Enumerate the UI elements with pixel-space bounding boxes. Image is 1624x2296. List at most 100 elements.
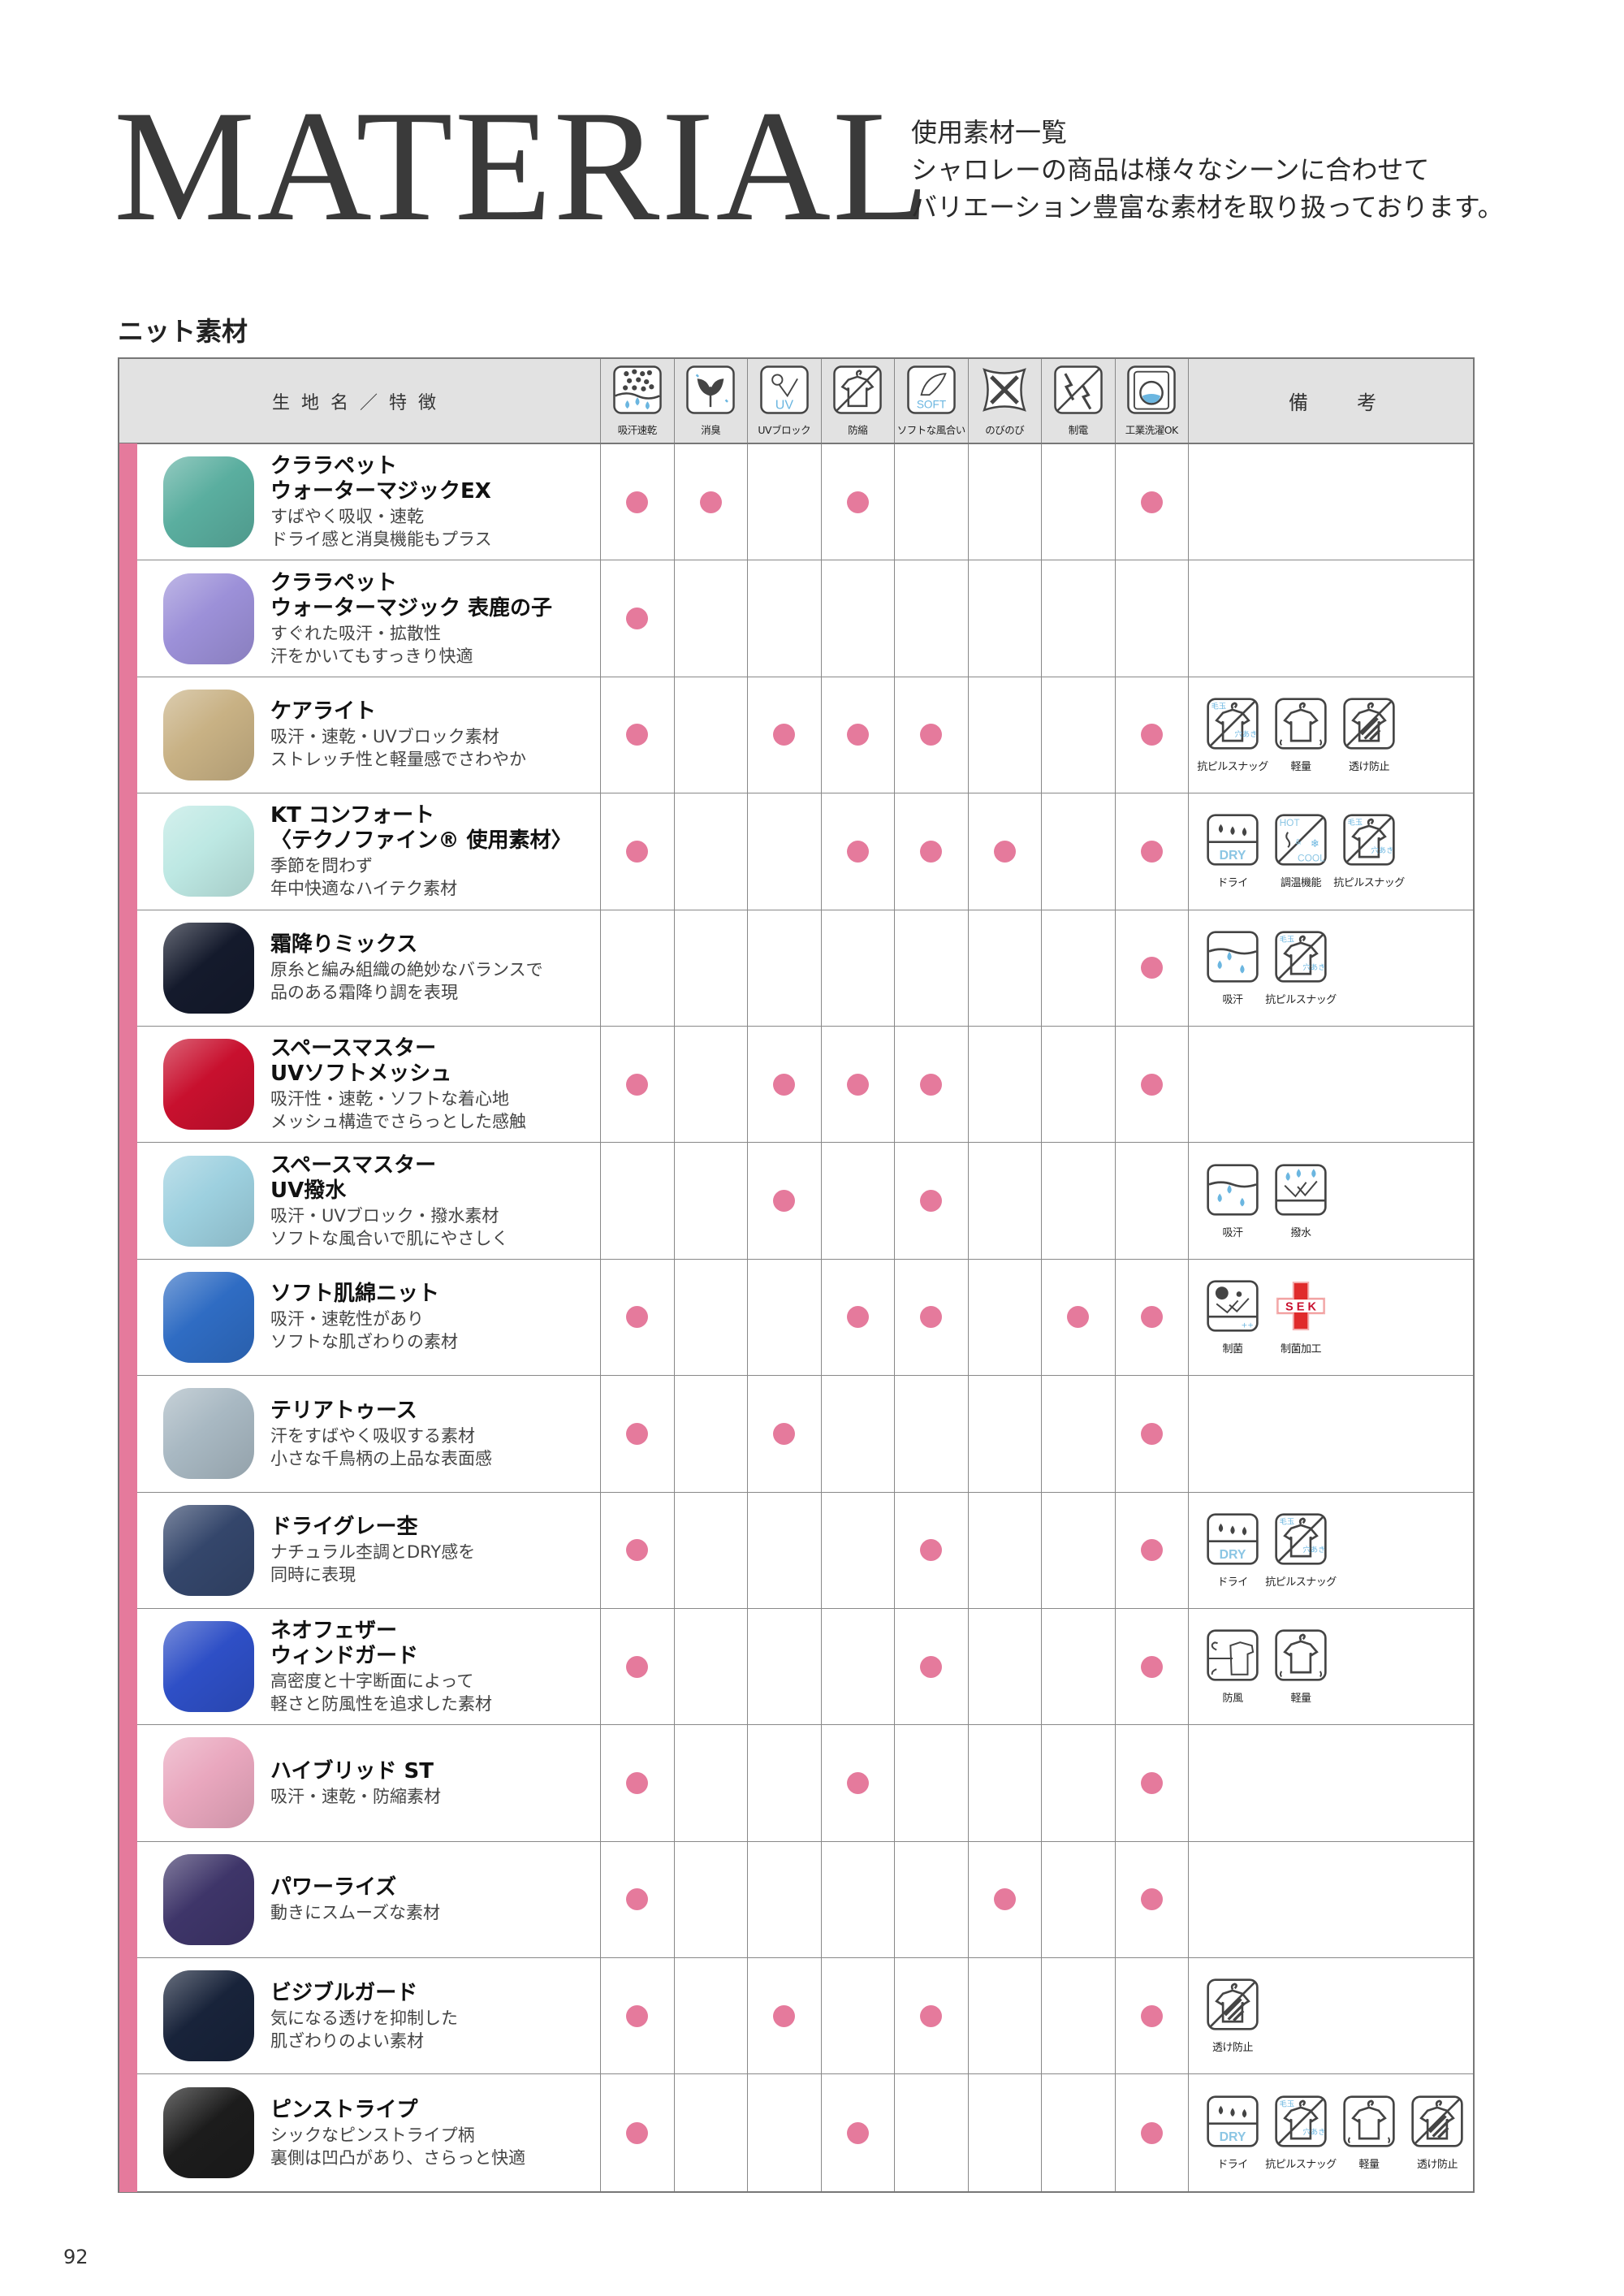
lightweight-icon: [1274, 697, 1328, 754]
header-feature-industrial-wash: 工業洗濯OK: [1116, 359, 1189, 443]
material-text: 霜降りミックス 原糸と編み組織の絶妙なバランスで 品のある霜降り調を表現: [270, 932, 543, 1003]
material-name-cell: パワーライズ 動きにスムーズな素材: [119, 1840, 601, 1959]
header-name: 生地名／特徴: [271, 392, 447, 413]
feature-dot: [920, 724, 943, 746]
feature-dot: [920, 1655, 943, 1678]
feature-dot: [626, 1771, 649, 1794]
feature-cell-shrink-proof: [822, 1143, 895, 1259]
remarks-cell: 吸汗 撥水: [1189, 1143, 1476, 1258]
material-text: ソフト肌綿ニット 吸汗・速乾性があり ソフトな肌ざわりの素材: [270, 1282, 458, 1352]
feature-cell-industrial-wash: [1116, 793, 1189, 910]
feature-dot: [920, 1073, 943, 1096]
material-name: テリアトゥース: [270, 1398, 417, 1423]
feature-cell-deodorant: [675, 1608, 748, 1725]
feature-dot: [626, 1073, 649, 1096]
feature-cell-shrink-proof: [822, 560, 895, 677]
feature-cell-antistatic: [1042, 1492, 1116, 1608]
dry-icon: DRY: [1206, 1512, 1259, 1569]
accent-bar: [119, 443, 137, 561]
svg-text:HOT: HOT: [1280, 817, 1300, 828]
svg-text:毛玉: 毛玉: [1348, 818, 1363, 828]
see-through-proof-icon: [1342, 697, 1396, 754]
feature-cell-antistatic: [1042, 1259, 1116, 1376]
feature-cell-stretch: [969, 1725, 1042, 1841]
remark-badge: 防風: [1205, 1628, 1260, 1705]
feature-cell-shrink-proof: [822, 1841, 895, 1958]
header-feature-soft: SOFT ソフトな風合い: [895, 359, 969, 443]
material-description: ソフトな肌ざわりの素材: [270, 1332, 458, 1352]
remark-label: 制菌: [1222, 1343, 1243, 1356]
remarks-cell: 防風 軽量: [1189, 1609, 1476, 1724]
feature-dot: [626, 2121, 649, 2144]
remark-label: 抗ピルスナッグ: [1197, 760, 1268, 773]
material-description: 気になる透けを抑制した: [270, 2008, 458, 2028]
material-text: テリアトゥース 汗をすばやく吸収する素材 小さな千鳥柄の上品な表面感: [270, 1399, 492, 1469]
remark-label: 制菌加工: [1280, 1343, 1322, 1356]
feature-cell-uv-block: [748, 1143, 822, 1259]
feature-cell-deodorant: [675, 560, 748, 677]
feature-cell-shrink-proof: [822, 1026, 895, 1143]
feature-cell-quick-dry: [601, 1958, 675, 2074]
remarks-cell: DRY ドライ 毛玉 穴あき 抗ピルスナッグ 軽量 透け防止: [1189, 2074, 1476, 2190]
material-description: ドライ感と消臭機能もプラス: [270, 530, 492, 550]
feature-cell-antistatic: [1042, 560, 1116, 677]
table-row: KT コンフォート 〈テクノファイン® 使用素材〉 季節を問わず 年中快適なハイテク素…: [119, 793, 1473, 910]
see-through-proof-icon: [1206, 1978, 1259, 2034]
feature-dot: [773, 724, 796, 746]
material-description: 原糸と編み組織の絶妙なバランスで: [270, 960, 543, 980]
feature-dot: [1140, 2004, 1163, 2027]
feature-dot: [920, 1306, 943, 1329]
header-feature-label: 制電: [1068, 424, 1089, 436]
feature-cell-shrink-proof: [822, 1259, 895, 1376]
svg-text:毛玉: 毛玉: [1280, 1516, 1294, 1526]
material-name: 霜降りミックス: [270, 932, 418, 958]
table-row: テリアトゥース 汗をすばやく吸収する素材 小さな千鳥柄の上品な表面感: [119, 1375, 1473, 1493]
material-description: 季節を問わず: [270, 856, 373, 876]
feature-cell-quick-dry: [601, 1841, 675, 1958]
accent-bar: [119, 1142, 137, 1260]
material-text: パワーライズ 動きにスムーズな素材: [270, 1875, 440, 1923]
remark-label: 抗ピルスナッグ: [1265, 1576, 1337, 1589]
material-name: ハイブリッド ST: [270, 1758, 434, 1784]
header-feature-label: 消臭: [701, 424, 721, 436]
feature-cell-antistatic: [1042, 677, 1116, 793]
material-name-cell: スペースマスター UV撥水 吸汗・UVブロック・撥水素材 ソフトな風合いで肌にやさしく: [119, 1142, 601, 1260]
material-name: 〈テクノファイン® 使用素材〉: [270, 828, 572, 854]
material-name-cell: ビジブルガード 気になる透けを抑制した 肌ざわりのよい素材: [119, 1957, 601, 2075]
feature-cell-stretch: [969, 560, 1042, 677]
feature-cell-deodorant: [675, 793, 748, 910]
feature-dot: [993, 840, 1016, 863]
accent-bar: [119, 1840, 137, 1959]
header-feature-deodorant: 消臭: [675, 359, 748, 443]
material-description: 肌ざわりのよい素材: [270, 2030, 424, 2051]
lightweight-icon: [1274, 1628, 1328, 1685]
material-description: 軽さと防風性を追求した素材: [270, 1694, 492, 1714]
remarks-cell: 透け防止: [1189, 1958, 1476, 2073]
feature-cell-stretch: [969, 677, 1042, 793]
table-row: 霜降りミックス 原糸と編み組織の絶妙なバランスで 品のある霜降り調を表現 吸汗 毛玉 穴あ…: [119, 909, 1473, 1027]
table-row: クララペット ウォーターマジック 表鹿の子 すぐれた吸汗・拡散性 汗をかいてもすっきり…: [119, 560, 1473, 677]
svg-text:穴あき: 穴あき: [1303, 1545, 1326, 1554]
feature-cell-shrink-proof: [822, 1492, 895, 1608]
accent-bar: [119, 793, 137, 910]
feature-cell-industrial-wash: [1116, 1026, 1189, 1143]
feature-dot: [626, 1655, 649, 1678]
windproof-icon: [1206, 1628, 1259, 1685]
intro-line: シャロレーの商品は様々なシーンに合わせて: [911, 154, 1430, 185]
feature-dot: [773, 2004, 796, 2027]
fabric-swatch: [163, 1970, 254, 2062]
feature-cell-shrink-proof: [822, 1958, 895, 2074]
material-description: 吸汗・速乾・防縮素材: [270, 1786, 441, 1806]
feature-cell-antistatic: [1042, 910, 1116, 1026]
feature-dot: [1140, 1539, 1163, 1562]
fabric-swatch: [163, 1504, 254, 1596]
feature-cell-antistatic: [1042, 2074, 1116, 2191]
feature-dot: [1140, 1422, 1163, 1445]
remarks-cell: [1189, 560, 1476, 676]
feature-cell-uv-block: [748, 1492, 822, 1608]
svg-text:++: ++: [1242, 1321, 1254, 1330]
material-description: シックなピンストライプ柄: [270, 2125, 475, 2145]
material-text: スペースマスター UV撥水 吸汗・UVブロック・撥水素材 ソフトな風合いで肌にやさしく: [270, 1153, 508, 1249]
feature-cell-soft: [895, 1725, 969, 1841]
feature-cell-antistatic: [1042, 1608, 1116, 1725]
